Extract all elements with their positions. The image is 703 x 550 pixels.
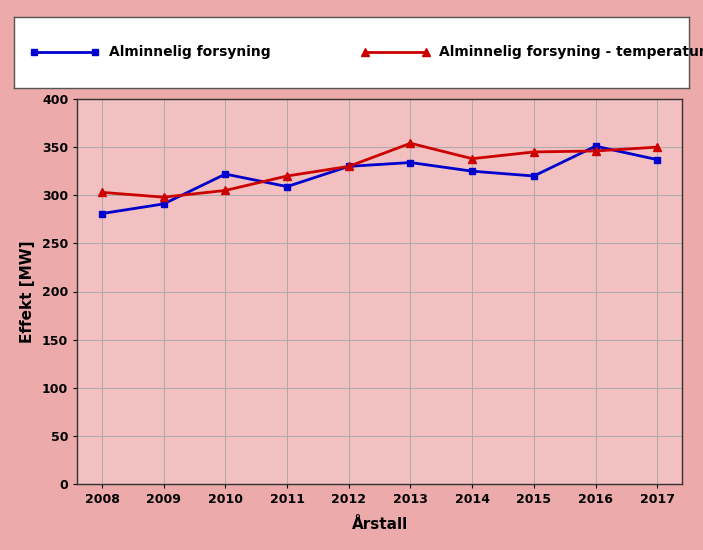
Text: Alminnelig forsyning: Alminnelig forsyning — [108, 45, 270, 59]
Y-axis label: Effekt [MW]: Effekt [MW] — [20, 240, 35, 343]
Text: Alminnelig forsyning - temperaturkorrigert: Alminnelig forsyning - temperaturkorrige… — [439, 45, 703, 59]
X-axis label: Årstall: Årstall — [352, 517, 408, 532]
